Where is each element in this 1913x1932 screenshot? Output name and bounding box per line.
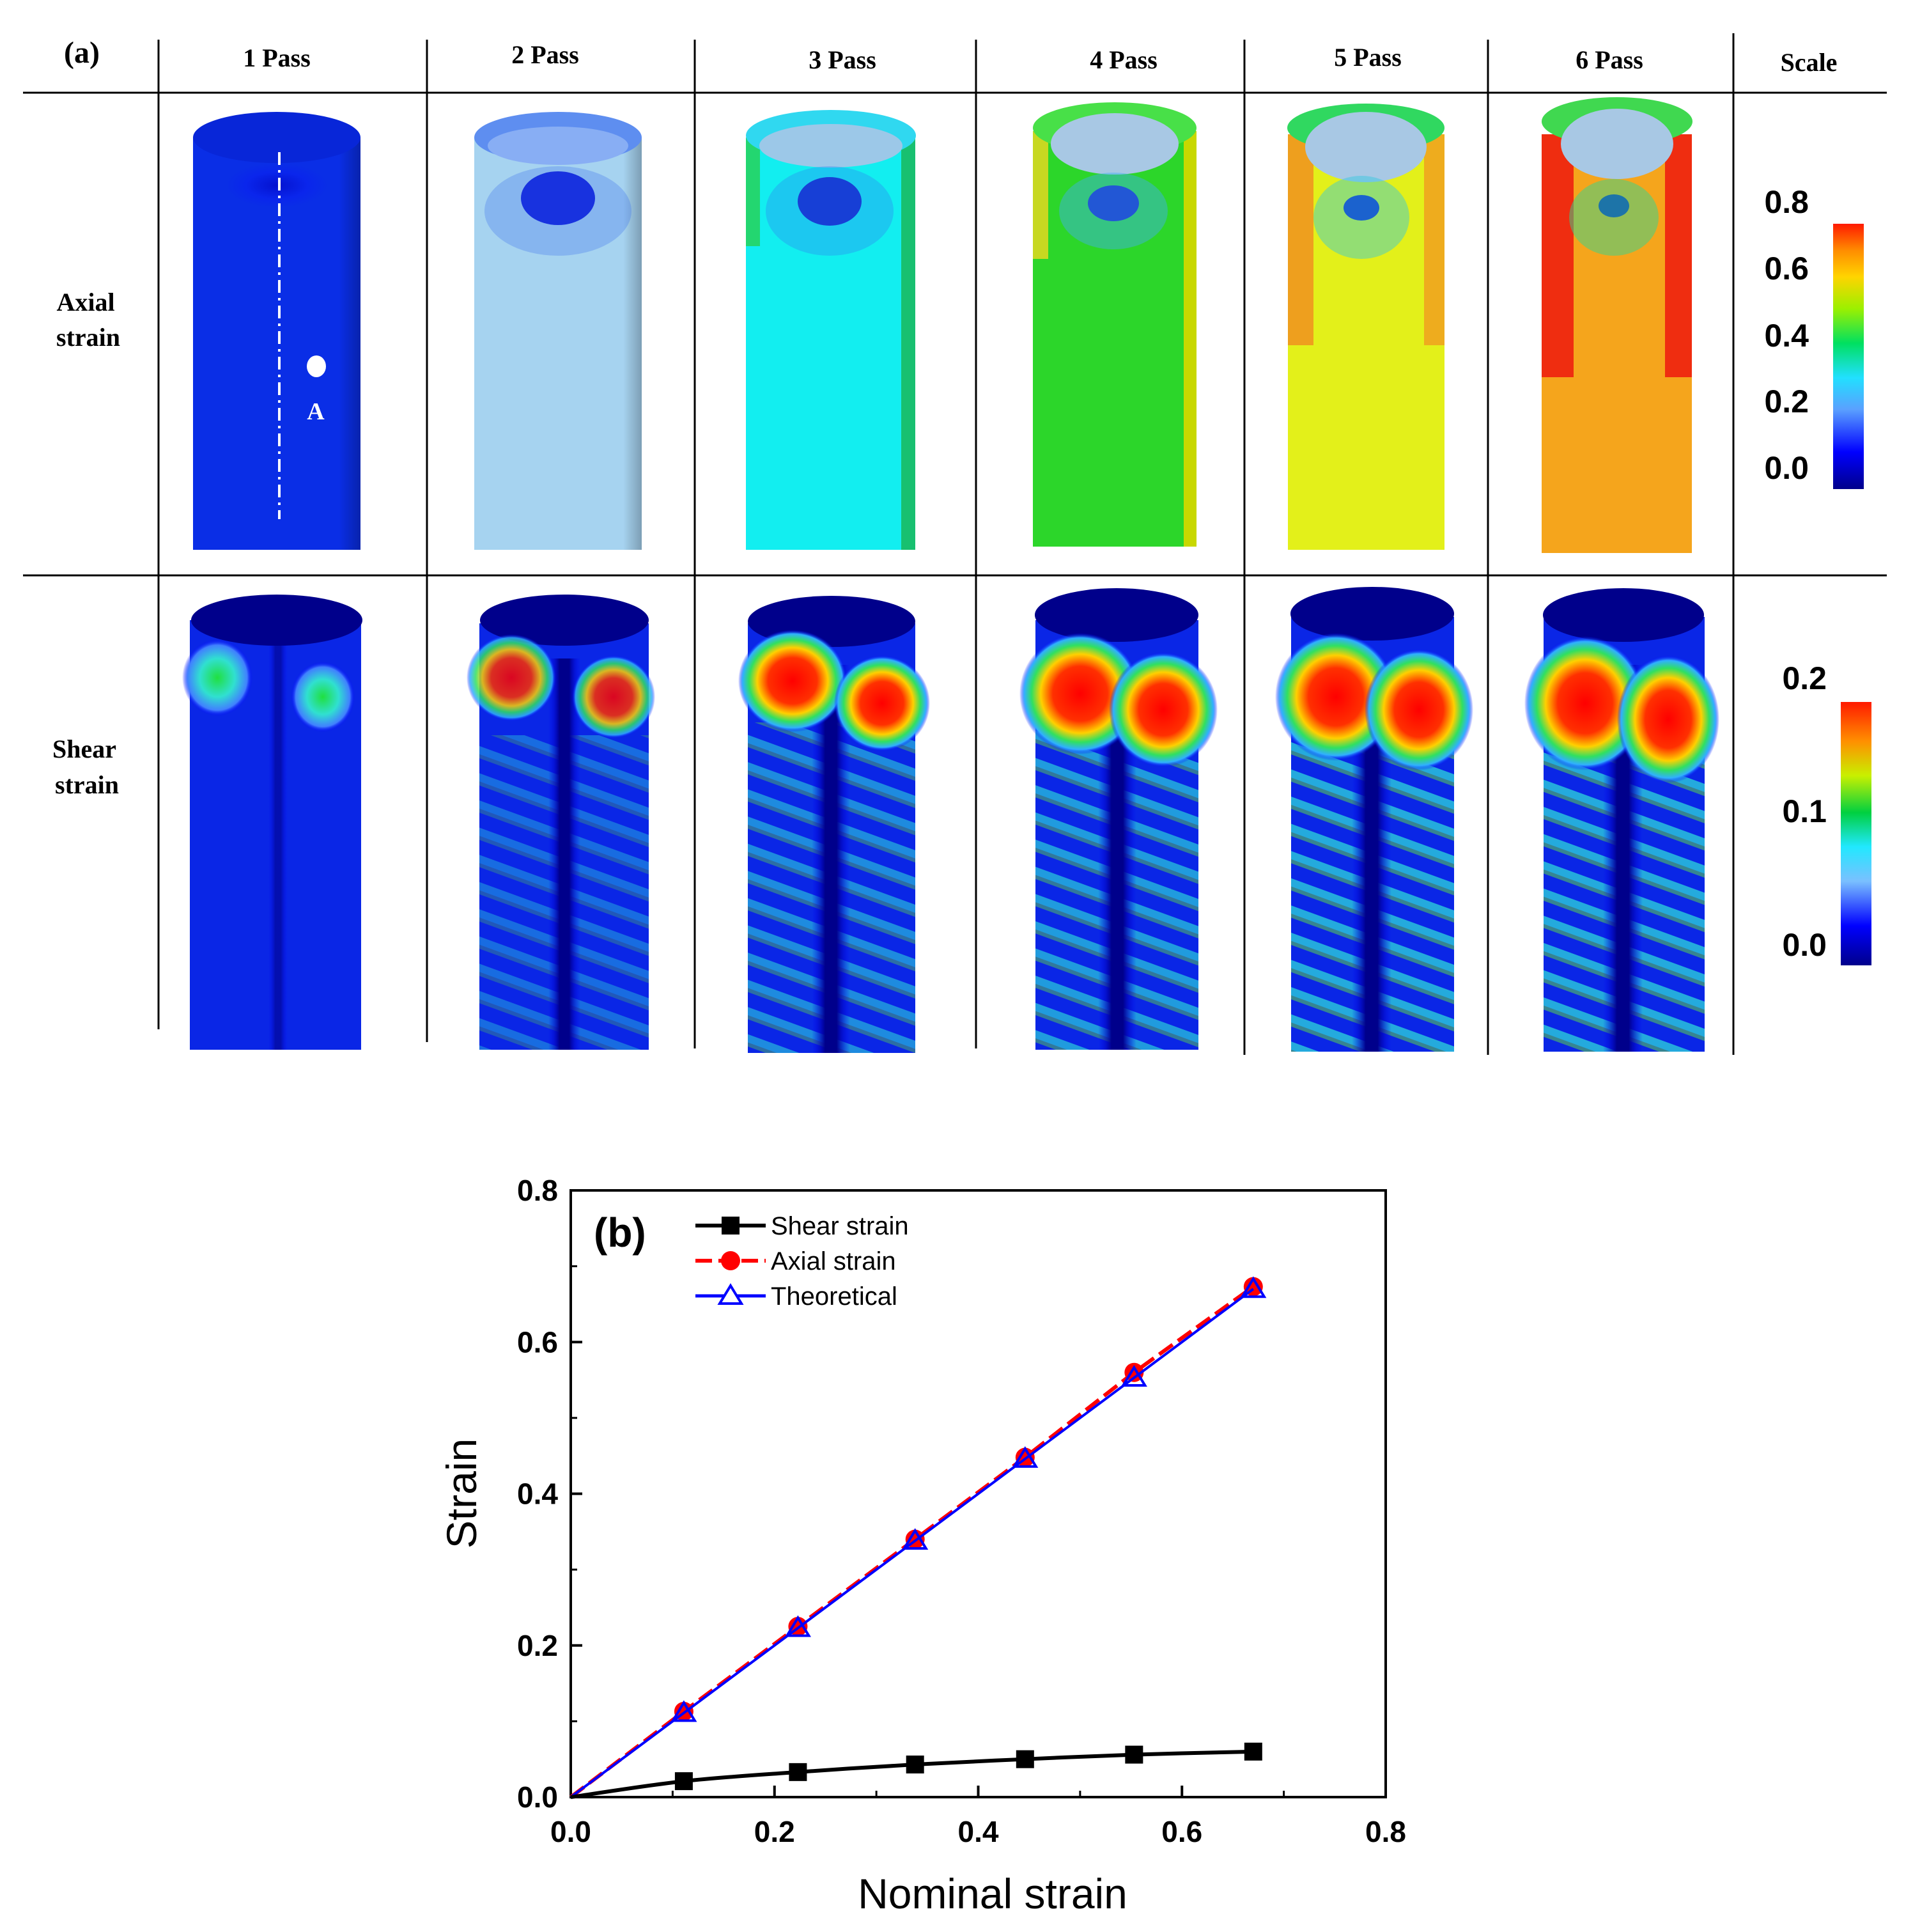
series-line (569, 1288, 1255, 1798)
strain-contour-panel: (a) 1 Pass 2 Pass 3 Pass 4 Pass 5 Pass 6… (23, 33, 1887, 1055)
data-point-shear (1125, 1745, 1143, 1764)
axial-scale-tick-0.6: 0.6 (1764, 251, 1809, 286)
x-tick-label: 0.8 (1365, 1815, 1406, 1848)
column-header-pass-3: 3 Pass (809, 45, 876, 74)
data-point-theoretical (902, 1528, 929, 1550)
row-header-axial-line1: Axial (56, 288, 114, 316)
x-axis-label: Nominal strain (858, 1870, 1127, 1917)
shear-contour-pass-2 (467, 595, 655, 1050)
axial-contour-pass-1: A (193, 112, 360, 550)
y-tick-label: 0.6 (517, 1325, 558, 1359)
series-shear-strain (570, 1742, 1262, 1799)
data-point-shear (674, 1772, 693, 1791)
y-tick-label: 0.0 (517, 1780, 558, 1814)
shear-scale-tick-0.0: 0.0 (1782, 927, 1827, 963)
shear-contour-pass-1 (182, 595, 362, 1050)
data-point-shear (789, 1763, 807, 1781)
column-header-pass-4: 4 Pass (1090, 45, 1158, 74)
shear-contour-pass-4 (1019, 588, 1218, 1050)
panel-a-label: (a) (64, 36, 100, 70)
y-tick-label: 0.8 (517, 1174, 558, 1207)
table-grid (23, 33, 1887, 1055)
axial-scale-tick-0.0: 0.0 (1764, 450, 1809, 486)
axial-contour-pass-6 (1542, 97, 1692, 553)
series-layer (569, 1276, 1267, 1799)
x-tick-label: 0.2 (754, 1815, 795, 1848)
data-point-shear (1016, 1750, 1034, 1768)
data-point-shear (1244, 1742, 1262, 1761)
x-tick-label: 0.0 (550, 1815, 591, 1848)
axial-contour-pass-5 (1287, 104, 1444, 550)
axial-scale-tick-0.8: 0.8 (1764, 184, 1809, 220)
data-point-theoretical (1240, 1276, 1267, 1298)
shear-contour-pass-3 (738, 596, 930, 1053)
legend: Shear strain Axial strain Theoretical (695, 1212, 909, 1311)
axis-ticks: 0.00.0 0.2 0.2 0.4 0.4 0.6 0.6 0.8 0.8 (517, 1174, 1406, 1848)
shear-scale-tick-0.2: 0.2 (1782, 660, 1827, 696)
y-axis-label: Strain (438, 1438, 485, 1548)
x-tick-label: 0.6 (1161, 1815, 1202, 1848)
y-tick-label: 0.4 (517, 1477, 558, 1511)
data-point-theoretical (784, 1615, 811, 1637)
legend-item-axial: Axial strain (695, 1247, 896, 1275)
axial-colorbar: 0.8 0.6 0.4 0.2 0.0 (1764, 184, 1864, 489)
shear-contour-pass-6 (1524, 588, 1719, 1052)
shear-contour-pass-5 (1275, 587, 1473, 1052)
x-tick-label: 0.4 (958, 1815, 999, 1848)
shear-colorbar: 0.2 0.1 0.0 (1782, 660, 1871, 965)
shear-scale-tick-0.1: 0.1 (1782, 793, 1827, 829)
y-tick-label: 0.2 (517, 1629, 558, 1662)
column-header-pass-2: 2 Pass (511, 40, 579, 69)
point-a-label: A (307, 398, 325, 425)
legend-label-shear: Shear strain (771, 1212, 909, 1240)
column-header-pass-1: 1 Pass (243, 43, 311, 72)
column-header-scale: Scale (1781, 48, 1838, 77)
column-header-pass-6: 6 Pass (1576, 45, 1643, 74)
row-header-shear-line1: Shear (52, 735, 116, 763)
column-header-pass-5: 5 Pass (1334, 43, 1402, 72)
axial-contour-pass-3 (746, 110, 916, 550)
series-theoretical (569, 1276, 1267, 1798)
point-a-marker (307, 355, 326, 377)
legend-label-theoretical: Theoretical (771, 1282, 897, 1311)
axial-contour-pass-2 (474, 112, 642, 550)
legend-item-theoretical: Theoretical (695, 1282, 897, 1311)
row-header-shear-line2: strain (55, 770, 119, 799)
axial-scale-tick-0.2: 0.2 (1764, 384, 1809, 419)
axial-scale-tick-0.4: 0.4 (1764, 318, 1809, 354)
axial-contour-pass-4 (1033, 102, 1197, 547)
legend-label-axial: Axial strain (771, 1247, 896, 1275)
row-header-axial-line2: strain (56, 323, 120, 352)
data-point-theoretical (1120, 1365, 1147, 1387)
data-point-theoretical (670, 1700, 697, 1722)
legend-item-shear: Shear strain (695, 1212, 909, 1240)
panel-b-label: (b) (594, 1210, 646, 1256)
data-point-shear (906, 1755, 924, 1773)
data-point-theoretical (1012, 1446, 1039, 1468)
